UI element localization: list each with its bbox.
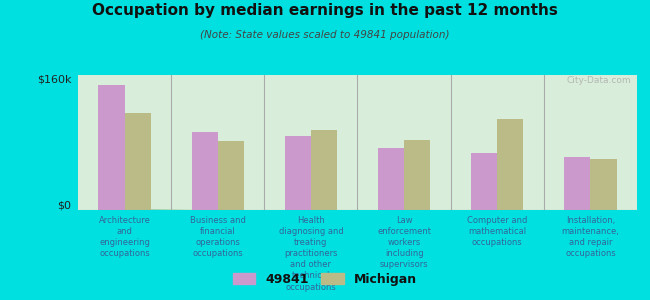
Text: Computer and
mathematical
occupations: Computer and mathematical occupations [467, 216, 527, 247]
Text: Installation,
maintenance,
and repair
occupations: Installation, maintenance, and repair oc… [562, 216, 619, 258]
Bar [311, 130, 337, 210]
Text: Health
diagnosing and
treating
practitioners
and other
technical
occupations: Health diagnosing and treating practitio… [279, 216, 343, 292]
Bar [497, 119, 523, 210]
Text: Occupation by median earnings in the past 12 months: Occupation by median earnings in the pas… [92, 3, 558, 18]
Bar [404, 140, 430, 210]
Bar [218, 141, 244, 210]
Text: Business and
financial
operations
occupations: Business and financial operations occupa… [190, 216, 246, 258]
Text: (Note: State values scaled to 49841 population): (Note: State values scaled to 49841 popu… [200, 30, 450, 40]
Text: City-Data.com: City-Data.com [567, 76, 631, 85]
Bar [564, 157, 590, 210]
Bar [192, 131, 218, 210]
Bar [471, 153, 497, 210]
Bar [590, 159, 616, 210]
Text: Architecture
and
engineering
occupations: Architecture and engineering occupations [99, 216, 151, 258]
Text: $160k: $160k [37, 75, 72, 85]
Bar [125, 113, 151, 210]
Bar [285, 136, 311, 210]
Text: $0: $0 [57, 200, 72, 210]
Text: Law
enforcement
workers
including
supervisors: Law enforcement workers including superv… [377, 216, 431, 269]
Legend: 49841, Michigan: 49841, Michigan [228, 268, 422, 291]
Bar [378, 148, 404, 210]
Bar [99, 85, 125, 210]
